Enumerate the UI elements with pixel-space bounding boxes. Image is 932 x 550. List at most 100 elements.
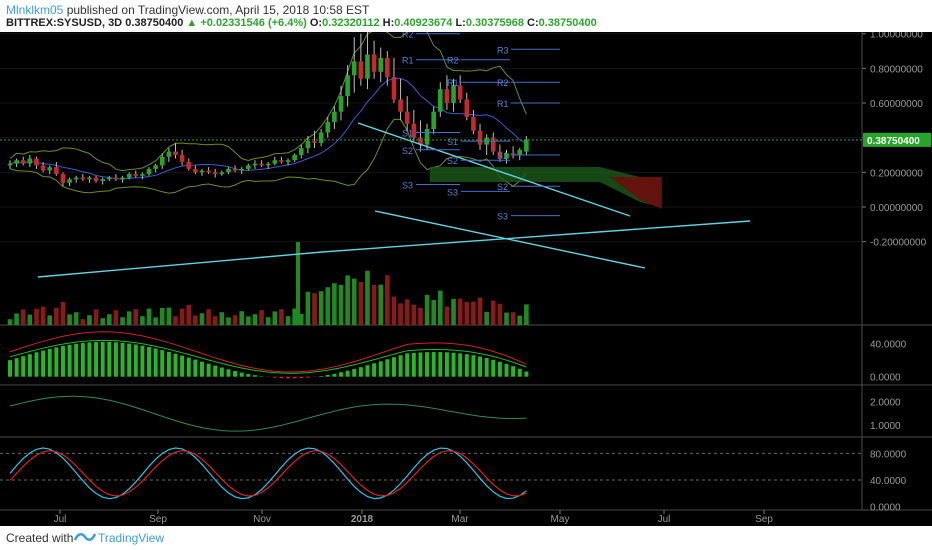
candle-body <box>186 161 192 169</box>
candle-body <box>471 116 476 131</box>
volume-bar <box>385 275 390 325</box>
candle-body <box>325 122 331 133</box>
macd-histogram-bar <box>305 376 310 378</box>
tradingview-link[interactable]: TradingView <box>98 531 165 545</box>
time-tick-label: May <box>551 514 570 525</box>
macd-histogram-bar <box>34 352 39 377</box>
macd-histogram-bar <box>517 368 522 377</box>
price-change: +0.02331546 (+6.4%) <box>200 17 307 29</box>
macd-histogram-bar <box>385 359 390 377</box>
candle-body <box>14 160 19 164</box>
pivot-level-label: R3 <box>497 45 509 55</box>
candle-body <box>239 168 244 171</box>
footer: Created with TradingView <box>0 526 932 550</box>
chart-canvas[interactable]: R3R2R1S1S2S3R3R2R1S1S2S3R3R2R1S1S2S3 1.2… <box>0 0 932 526</box>
volume-bar <box>80 319 86 325</box>
candle-body <box>305 141 311 149</box>
candle-body <box>20 160 26 164</box>
macd-histogram-bar <box>438 352 443 377</box>
stoch-tick-label: 0.0000 <box>870 503 901 514</box>
macd-histogram-bar <box>418 352 423 377</box>
price-tick-label: 1.00000000 <box>870 32 923 41</box>
price-tick-label: -0.20000000 <box>870 238 927 249</box>
macd-histogram-bar <box>252 375 257 377</box>
trend-line <box>357 122 631 217</box>
macd-histogram-bar <box>127 343 132 377</box>
time-tick-label: 2018 <box>351 514 374 525</box>
publish-line: Mlnklkm05 published on TradingView.com, … <box>6 3 369 17</box>
macd-histogram-bar <box>87 342 92 377</box>
volume-bar <box>140 316 145 325</box>
volume-bar <box>252 314 258 325</box>
macd-histogram-bar <box>8 360 12 377</box>
volume-bar <box>153 317 158 325</box>
macd-histogram-bar <box>511 366 516 377</box>
candle-body <box>490 137 496 152</box>
pivot-level-label: R2 <box>402 32 414 40</box>
candle-body <box>212 172 218 175</box>
candle-body <box>159 156 165 166</box>
author-link[interactable]: Mlnklkm05 <box>6 3 64 17</box>
volume-bar <box>27 314 33 325</box>
volume-bar <box>34 308 39 325</box>
macd-histogram-bar <box>471 355 476 377</box>
macd-histogram-bar <box>21 356 26 377</box>
candle-body <box>424 129 430 145</box>
volume-bar <box>166 307 172 325</box>
volume-bar <box>378 284 384 325</box>
stochastic-k-line <box>9 447 527 500</box>
pivot-level-label: S2 <box>497 182 508 192</box>
volume-bar <box>7 319 13 325</box>
volume-bar <box>484 311 489 325</box>
volume-bar <box>93 309 99 325</box>
time-tick-label: Sep <box>149 514 167 525</box>
volume-bar <box>186 304 192 325</box>
macd-histogram-bar <box>398 355 403 377</box>
volume-bar <box>126 311 132 325</box>
macd-histogram-bar <box>153 348 158 377</box>
candle-body <box>385 57 390 78</box>
pivot-level-label: R1 <box>447 78 459 88</box>
macd-histogram-bar <box>478 356 483 377</box>
volume-bar <box>338 284 344 325</box>
volume-bar <box>272 311 278 325</box>
volume-bar <box>219 312 225 325</box>
stoch-tick-label: 80.0000 <box>870 449 907 460</box>
candle-body <box>524 139 529 152</box>
time-tick-label: Jul <box>658 514 671 525</box>
chart-header: Mlnklkm05 published on TradingView.com, … <box>0 0 932 32</box>
symbol-line: BITTREX:SYSUSD, 3D 0.38750400 ▲ +0.02331… <box>6 17 597 29</box>
macd-histogram-bar <box>239 372 244 377</box>
volume-bar <box>14 313 19 325</box>
candle-body <box>146 168 152 175</box>
macd-histogram-bar <box>378 361 383 377</box>
macd-histogram-bar <box>133 344 138 377</box>
pivot-level-label: R1 <box>497 99 509 109</box>
volume-bar <box>179 308 185 325</box>
time-tick-label: Sep <box>755 514 773 525</box>
candle-body <box>199 170 205 173</box>
candle-body <box>107 177 112 180</box>
price-tick-label: 0.60000000 <box>870 99 923 110</box>
candle-body <box>504 153 509 159</box>
candle-body <box>140 174 145 176</box>
volume-bar <box>298 313 304 325</box>
candle-body <box>259 163 264 166</box>
volume-bar <box>504 312 509 325</box>
macd-histogram-bar <box>292 376 297 379</box>
candle-body <box>371 54 377 72</box>
macd-histogram-bar <box>332 373 337 377</box>
pivot-level-label: S1 <box>447 137 458 147</box>
candle-body <box>166 151 172 157</box>
volume-bar <box>477 297 483 325</box>
trend-line <box>321 220 751 253</box>
macd-histogram-bar <box>107 341 112 377</box>
pivot-level-label: S2 <box>447 156 458 166</box>
macd-histogram-bar <box>94 342 99 377</box>
high-label: H: <box>382 17 395 29</box>
chart-area[interactable]: R3R2R1S1S2S3R3R2R1S1S2S3R3R2R1S1S2S3 1.2… <box>0 0 932 526</box>
volume-bar <box>285 316 291 325</box>
macd-histogram-bar <box>272 376 277 378</box>
macd-histogram-bar <box>425 352 430 377</box>
volume-bar <box>431 300 436 325</box>
